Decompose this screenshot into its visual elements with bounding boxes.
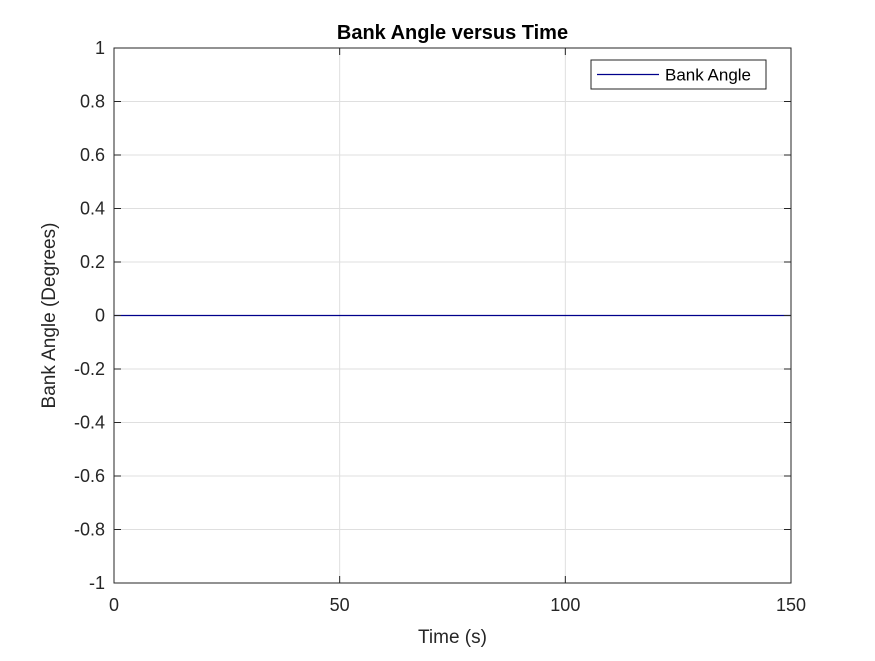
y-tick-label: 0.4 [80,199,105,219]
y-tick-label: -0.2 [74,359,105,379]
x-tick-label: 50 [330,595,350,615]
x-tick-label: 100 [550,595,580,615]
y-tick-label: -0.8 [74,520,105,540]
y-tick-label: 0 [95,306,105,326]
y-tick-label: 1 [95,38,105,58]
y-tick-label: -1 [89,573,105,593]
chart-title: Bank Angle versus Time [337,22,568,44]
x-tick-label: 150 [776,595,806,615]
tick-layer: 0 50 100 150 -1 -0.8 -0.6 -0.4 -0.2 0 0.2 0.4 0.6 0.8… [74,38,806,615]
x-axis-label: Time (s) [418,627,487,648]
y-tick-label: 0.2 [80,252,105,272]
y-tick-label: -0.4 [74,413,105,433]
x-tick-label: 0 [109,595,119,615]
y-tick-label: 0.8 [80,92,105,112]
legend-label-0: Bank Angle [665,66,751,85]
legend: Bank Angle [590,59,767,90]
y-axis-label: Bank Angle (Degrees) [39,223,60,409]
y-tick-label: 0.6 [80,145,105,165]
y-tick-label: -0.6 [74,466,105,486]
